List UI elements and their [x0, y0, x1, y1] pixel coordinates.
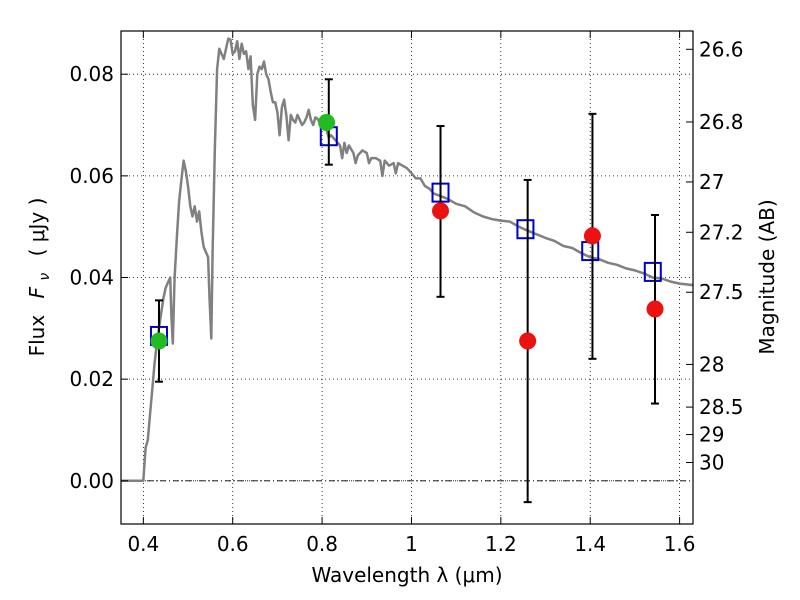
- y-tick-label: 0.02: [69, 367, 114, 391]
- y2-tick-label: 29: [699, 423, 724, 447]
- y-tick-label: 0.00: [69, 469, 114, 493]
- y2-tick-label: 26.8: [699, 110, 744, 134]
- x-tick-label: 1: [405, 532, 418, 556]
- y2-tick-label: 27: [699, 170, 724, 194]
- y2-axis-title: Magnitude (AB): [755, 199, 779, 354]
- y-axis-title-subscript: ν: [37, 273, 53, 281]
- plot-layer: [121, 37, 694, 504]
- x-tick-label: 0.6: [217, 532, 249, 556]
- y-axis-title-symbol: F: [25, 286, 49, 298]
- observed-flux-point: [432, 202, 450, 220]
- x-tick-label: 1.4: [574, 532, 606, 556]
- y-axis-title: Flux F ν ( μJy ): [25, 198, 54, 357]
- y-axis-title-prefix: Flux: [25, 315, 49, 357]
- y-tick-label: 0.06: [69, 164, 114, 188]
- y-tick-label: 0.08: [69, 62, 114, 86]
- y2-tick-label: 27.5: [699, 280, 744, 304]
- y2-tick-label: 28: [699, 352, 724, 376]
- observed-flux-point: [646, 300, 664, 318]
- x-tick-label: 1.2: [485, 532, 517, 556]
- y-axis-title-unit: ( μJy ): [25, 198, 49, 257]
- y-tick-label: 0.04: [69, 266, 114, 290]
- y2-tick-label: 26.6: [699, 37, 744, 61]
- x-tick-label: 1.6: [664, 532, 696, 556]
- observed-flux-point: [519, 332, 537, 350]
- x-tick-label: 0.4: [127, 532, 159, 556]
- x-axis-title: Wavelength λ (μm): [311, 563, 502, 587]
- tick-layer: 0.4 0.6 0.8 1 1.2 1.4 1.6 0.00 0.02 0.04 0.06 0.08 2…: [69, 31, 744, 556]
- y2-tick-label: 27.2: [699, 220, 744, 244]
- observed-flux-point: [318, 113, 336, 131]
- y2-tick-label: 28.5: [699, 395, 744, 419]
- sed-model-line: [121, 37, 694, 483]
- x-tick-label: 0.8: [306, 532, 338, 556]
- y2-tick-label: 30: [699, 451, 724, 475]
- observed-flux-point: [150, 332, 168, 350]
- svg-text:Flux F ν ( μ: Flux F ν ( μJy ): [25, 198, 54, 357]
- model-flux-square: [643, 261, 662, 282]
- model-flux-square: [516, 219, 535, 240]
- plot-frame: [120, 30, 694, 525]
- grid-layer: [121, 31, 693, 524]
- observed-flux-point: [583, 227, 601, 245]
